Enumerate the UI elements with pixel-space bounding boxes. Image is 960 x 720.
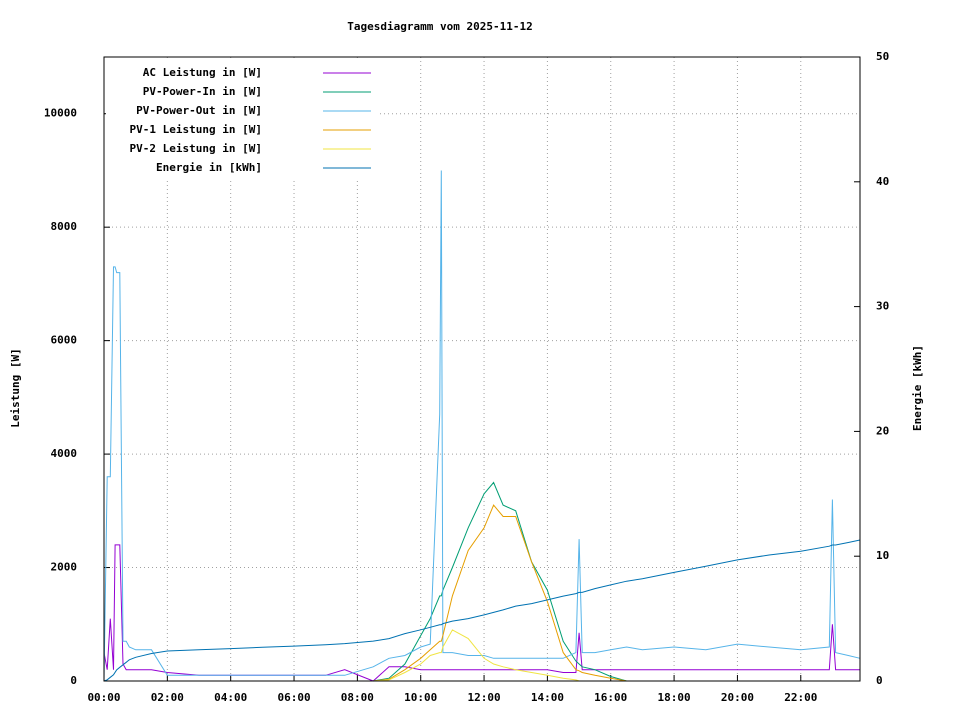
x-tick-label: 04:00 xyxy=(214,691,247,704)
x-tick-label: 14:00 xyxy=(531,691,564,704)
x-tick-label: 10:00 xyxy=(404,691,437,704)
legend-label: PV-Power-Out in [W] xyxy=(136,104,262,117)
x-tick-label: 20:00 xyxy=(721,691,754,704)
x-tick-label: 18:00 xyxy=(658,691,691,704)
series-line xyxy=(104,504,860,682)
legend-label: PV-1 Leistung in [W] xyxy=(130,123,262,136)
y2-tick-label: 30 xyxy=(876,300,889,313)
legend-box xyxy=(106,61,380,181)
x-tick-label: 22:00 xyxy=(784,691,817,704)
y-axis-label: Leistung [W] xyxy=(9,348,22,427)
x-tick-label: 12:00 xyxy=(467,691,500,704)
x-tick-label: 00:00 xyxy=(87,691,120,704)
series-line xyxy=(103,539,861,682)
x-tick-label: 02:00 xyxy=(151,691,184,704)
legend-label: PV-2 Leistung in [W] xyxy=(130,142,262,155)
y2-tick-label: 20 xyxy=(876,424,889,437)
y-tick-label: 8000 xyxy=(51,220,78,233)
x-tick-label: 08:00 xyxy=(341,691,374,704)
legend-label: AC Leistung in [W] xyxy=(143,66,262,79)
series-line xyxy=(103,544,860,682)
chart-title: Tagesdiagramm vom 2025-11-12 xyxy=(347,20,532,33)
y2-tick-label: 0 xyxy=(876,674,883,687)
legend-label: Energie in [kWh] xyxy=(156,161,262,174)
series-line xyxy=(103,170,861,682)
legend-label: PV-Power-In in [W] xyxy=(143,85,262,98)
y-tick-label: 6000 xyxy=(51,334,78,347)
y-tick-label: 0 xyxy=(70,674,77,687)
y2-tick-label: 10 xyxy=(876,549,889,562)
x-tick-label: 16:00 xyxy=(594,691,627,704)
y2-axis-label: Energie [kWh] xyxy=(911,345,924,431)
series-line xyxy=(104,629,860,682)
plot-frame xyxy=(103,56,861,682)
y2-tick-label: 50 xyxy=(876,50,889,63)
y-tick-label: 10000 xyxy=(44,107,77,120)
y-tick-label: 2000 xyxy=(51,561,78,574)
y-tick-label: 4000 xyxy=(51,447,78,460)
series-line xyxy=(104,481,860,682)
x-tick-label: 06:00 xyxy=(277,691,310,704)
y2-tick-label: 40 xyxy=(876,175,889,188)
